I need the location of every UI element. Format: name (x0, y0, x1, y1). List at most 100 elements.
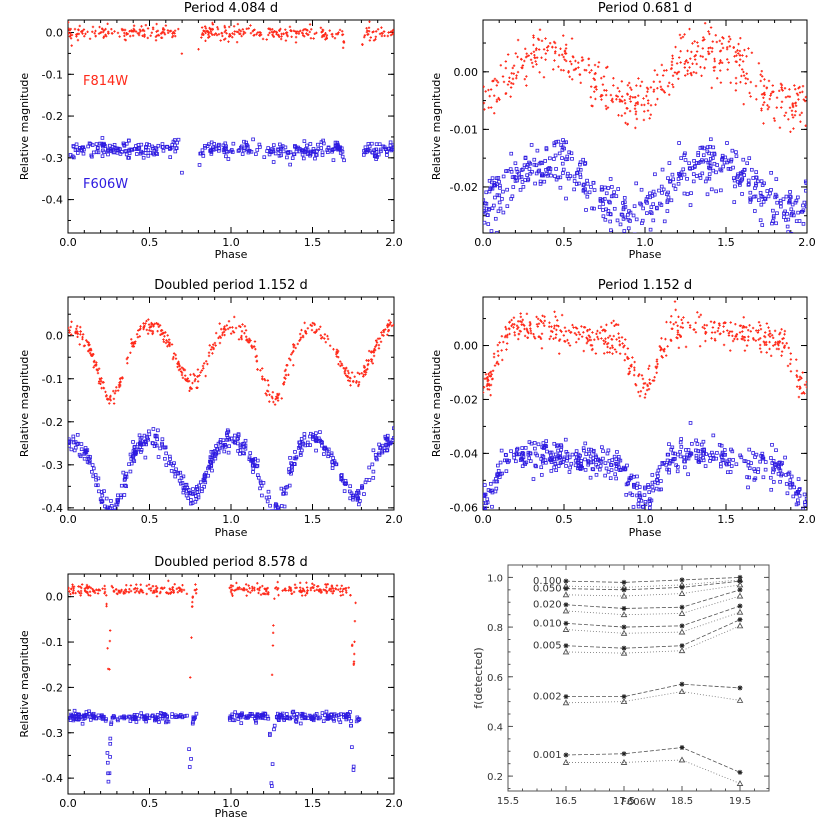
data-point (159, 32, 163, 35)
data-point (200, 26, 204, 29)
data-point (483, 85, 485, 88)
data-point (237, 148, 242, 152)
data-point (603, 89, 606, 92)
data-point (615, 323, 618, 326)
data-point (146, 154, 151, 158)
data-point (194, 378, 197, 381)
data-point (294, 586, 297, 590)
data-point (69, 712, 73, 717)
data-point (90, 154, 94, 159)
data-point (323, 337, 326, 340)
data-point (292, 152, 297, 157)
data-point (89, 586, 93, 590)
data-point (225, 438, 230, 442)
data-point (761, 475, 766, 480)
data-point (706, 160, 711, 165)
data-point (751, 326, 755, 330)
data-point (313, 156, 317, 161)
data-point (583, 187, 587, 191)
data-point (741, 54, 744, 57)
data-point (130, 338, 133, 341)
data-point (804, 204, 807, 209)
data-point (341, 590, 344, 593)
data-point (238, 448, 243, 453)
data-point (265, 149, 269, 153)
data-point (566, 176, 571, 181)
data-point (786, 217, 791, 222)
data-point (637, 77, 640, 80)
data-point (94, 142, 99, 146)
data-point (729, 159, 733, 164)
data-point (757, 321, 761, 324)
data-point (153, 145, 158, 150)
data-point (152, 323, 155, 327)
data-point (290, 156, 295, 160)
data-point (801, 371, 804, 374)
data-point (250, 714, 255, 718)
data-point (362, 492, 366, 496)
data-point (200, 33, 204, 37)
data-point (608, 177, 613, 181)
data-point (800, 392, 804, 395)
data-point (155, 34, 159, 37)
data-point (610, 321, 613, 325)
data-point (277, 717, 281, 722)
data-point (363, 480, 368, 485)
data-point (385, 150, 389, 154)
data-point (651, 189, 656, 194)
data-point (298, 586, 302, 589)
data-point (339, 594, 343, 597)
data-point (572, 187, 576, 192)
data-point (772, 117, 776, 120)
data-point (512, 82, 515, 86)
data-point (498, 460, 503, 465)
data-point (185, 486, 190, 490)
data-point (801, 84, 805, 88)
data-point (218, 322, 221, 325)
data-point (618, 343, 621, 347)
data-point (657, 487, 662, 492)
data-point (283, 380, 286, 384)
data-point (386, 443, 390, 448)
x-tick-label: 1.0 (222, 513, 240, 526)
data-point (483, 220, 487, 225)
data-point (176, 591, 180, 594)
data-point (585, 194, 590, 199)
data-point (102, 150, 106, 155)
data-point (739, 80, 742, 84)
data-point (559, 47, 562, 50)
data-point (306, 327, 310, 330)
data-point (95, 361, 98, 364)
data-point (797, 219, 802, 223)
data-point (721, 164, 726, 169)
data-point (615, 218, 620, 223)
data-point (618, 352, 622, 355)
data-point (747, 47, 750, 50)
data-point (331, 158, 336, 162)
data-point (553, 59, 556, 62)
data-point (299, 590, 302, 594)
data-point (276, 588, 279, 591)
data-point (544, 444, 549, 449)
data-point (742, 74, 746, 77)
data-point (677, 315, 680, 319)
data-point (612, 334, 615, 338)
data-point (79, 330, 82, 333)
data-point (769, 354, 773, 358)
data-point (678, 454, 683, 459)
data-point (701, 47, 705, 50)
data-point (286, 150, 291, 154)
series-f606w (68, 708, 362, 788)
data-point (587, 447, 591, 452)
data-point (791, 102, 794, 105)
data-point (666, 84, 670, 88)
data-point (167, 338, 171, 341)
data-point (284, 377, 287, 380)
data-point (582, 182, 586, 187)
data-point (514, 175, 518, 180)
data-point (662, 89, 666, 93)
data-point (678, 440, 683, 445)
data-point (352, 380, 355, 383)
data-point (483, 507, 486, 510)
data-point (661, 187, 666, 192)
